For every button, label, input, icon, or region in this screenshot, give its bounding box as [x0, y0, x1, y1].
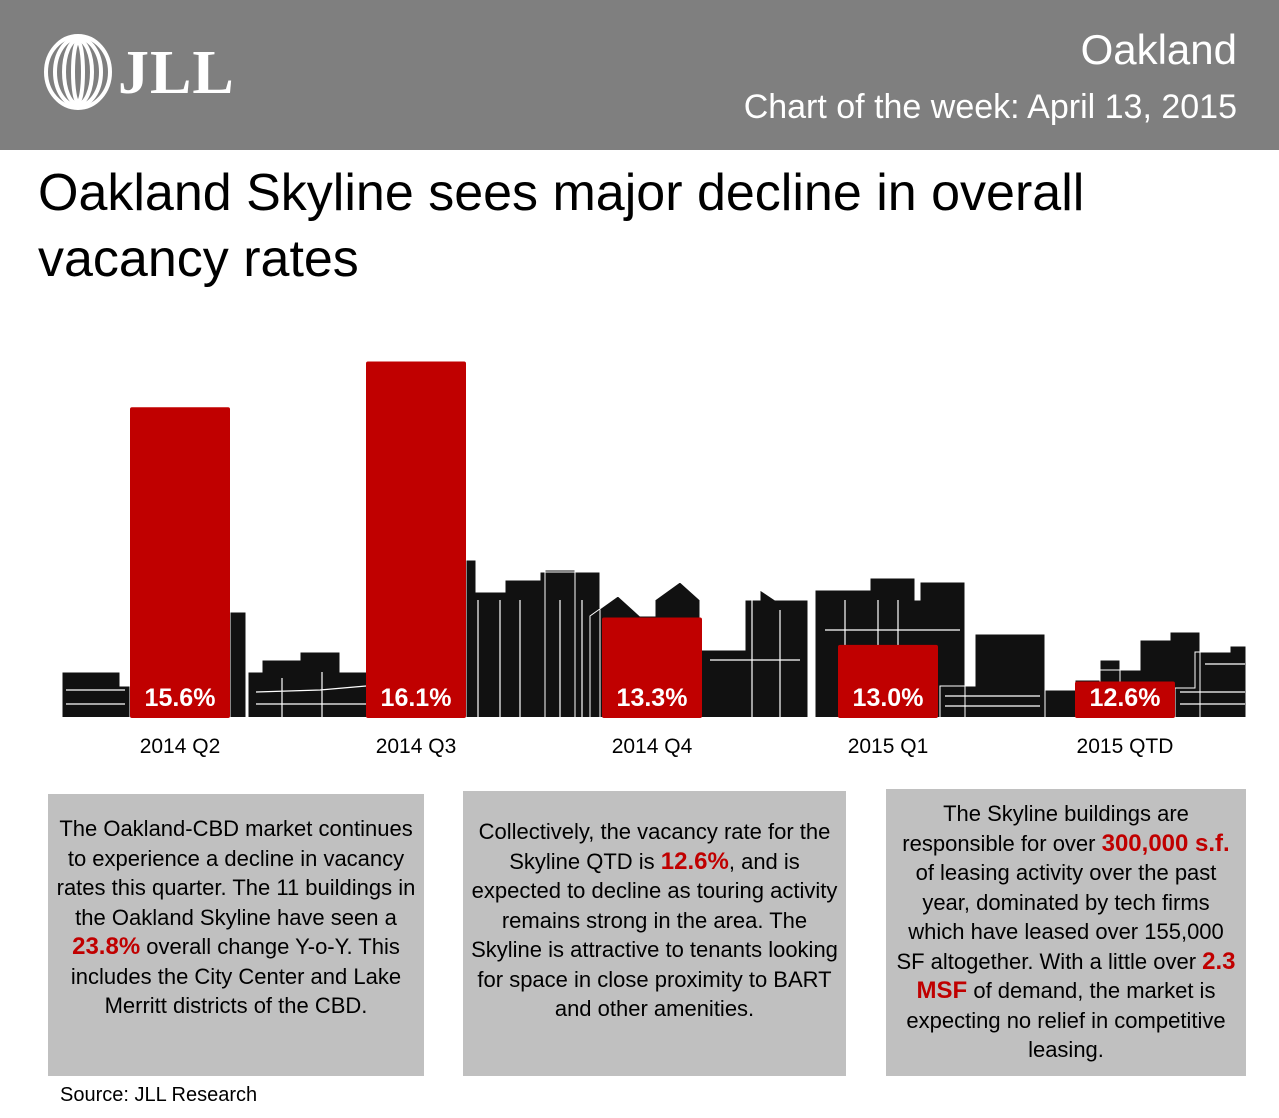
- jll-logo-mark-icon: [44, 34, 112, 110]
- info-box-3-highlight-2: 2.3 MSF: [916, 947, 1236, 1005]
- info-box-1-text: The Oakland-CBD market continues to expe…: [56, 816, 416, 930]
- info-box-3-highlight-1: 300,000 s.f.: [1101, 829, 1230, 857]
- info-box-1-text-end: overall change Y-o-Y. This includes the …: [70, 934, 402, 1018]
- bar-value-label: 16.1%: [381, 684, 452, 712]
- info-box-2-text-end: , and is expected to decline as touring …: [471, 848, 838, 1022]
- info-box-market-decline: The Oakland-CBD market continues to expe…: [48, 794, 424, 1076]
- bar-2015-qtd: [1075, 681, 1175, 718]
- x-tick-label: 2014 Q2: [140, 735, 221, 758]
- info-box-leasing-activity: The Skyline buildings are responsible fo…: [886, 789, 1246, 1076]
- chart-of-the-week-date: Chart of the week: April 13, 2015: [743, 88, 1237, 126]
- region-title: Oakland: [1080, 26, 1237, 73]
- info-box-2-text: Collectively, the vacancy rate for the S…: [478, 819, 831, 874]
- info-box-1-highlight: 23.8%: [72, 933, 141, 960]
- info-box-3-text-end: of demand, the market is expecting no re…: [906, 978, 1226, 1062]
- info-box-3-text-mid: of leasing activity over the past year, …: [896, 860, 1224, 974]
- header-banner: JLL Oakland Chart of the week: April 13,…: [0, 0, 1279, 150]
- bar-value-label: 13.3%: [617, 684, 688, 712]
- info-box-3-text: The Skyline buildings are responsible fo…: [902, 801, 1189, 856]
- jll-logo-text: JLL: [118, 39, 235, 107]
- bar-2014-q3: [366, 361, 466, 718]
- x-tick-label: 2014 Q4: [612, 735, 693, 758]
- bar-2014-q4: [602, 617, 702, 718]
- info-box-skyline-qtd: Collectively, the vacancy rate for the S…: [463, 791, 846, 1076]
- x-tick-label: 2015 Q1: [848, 735, 929, 758]
- bar-2015-q1: [838, 644, 938, 718]
- page-headline: Oakland Skyline sees major decline in ov…: [38, 164, 1085, 288]
- source-note: Source: JLL Research: [60, 1084, 258, 1106]
- bar-value-label: 15.6%: [145, 684, 216, 712]
- vacancy-bar-chart: 15.6% 2014 Q2 16.1% 2014 Q3 13.3% 2014 Q4 13.0…: [61, 361, 1247, 758]
- x-tick-label: 2014 Q3: [376, 735, 457, 758]
- jll-logo: JLL: [40, 32, 234, 112]
- x-tick-label: 2015 QTD: [1077, 735, 1174, 758]
- bar-value-label: 13.0%: [853, 684, 924, 712]
- bar-2014-q2: [130, 407, 230, 718]
- info-box-2-highlight: 12.6%: [660, 847, 729, 875]
- bar-value-label: 12.6%: [1090, 684, 1161, 712]
